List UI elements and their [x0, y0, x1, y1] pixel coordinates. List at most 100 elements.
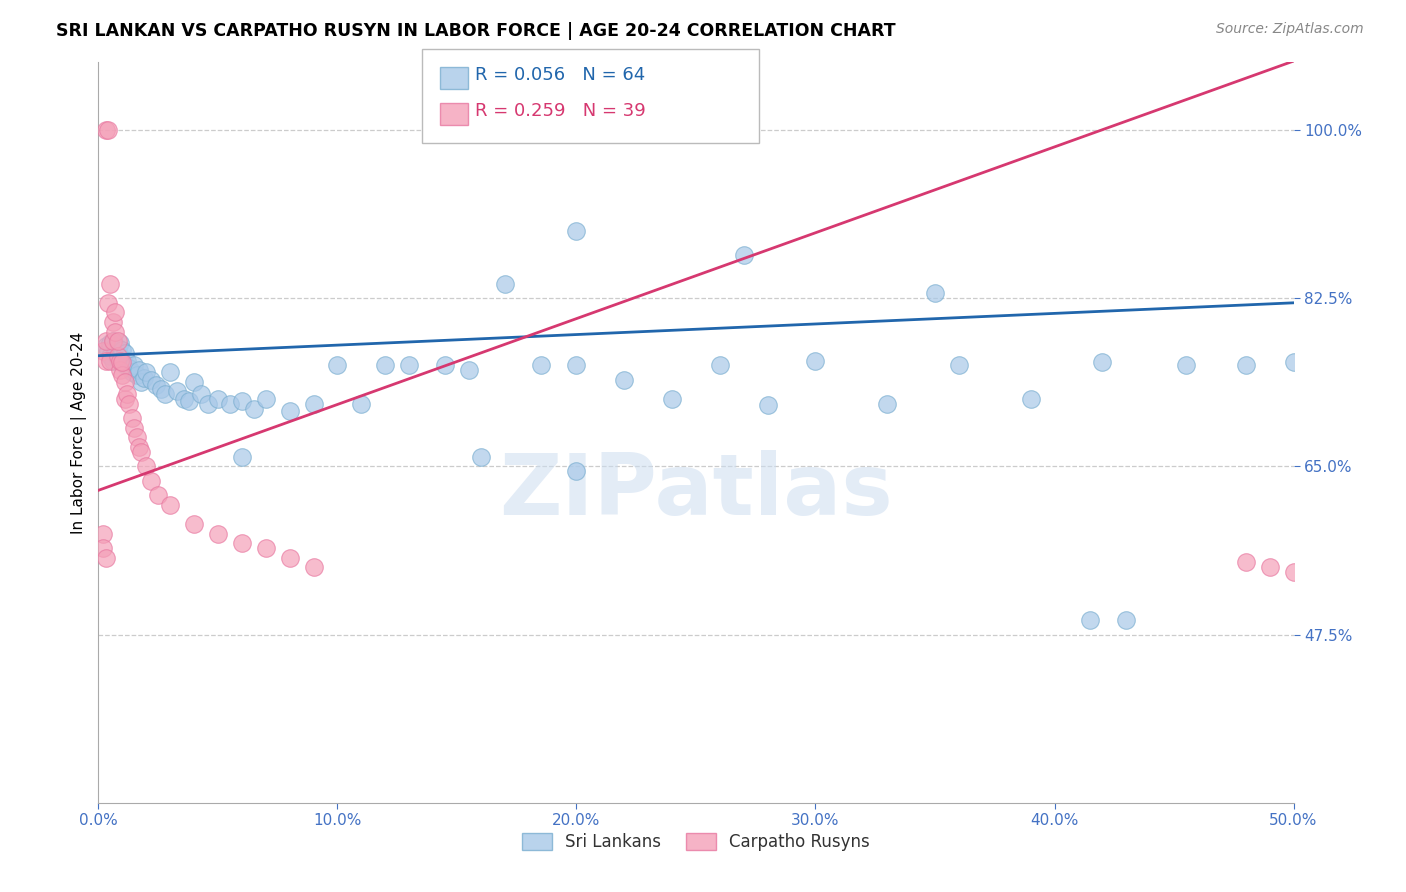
Point — [1091, 355, 1114, 369]
Point — [1234, 359, 1257, 373]
Point — [91, 343, 114, 358]
Point — [94, 122, 117, 136]
Point — [1234, 556, 1257, 570]
Point — [125, 368, 148, 382]
Point — [108, 363, 131, 377]
Point — [131, 375, 153, 389]
Point — [104, 325, 127, 339]
Point — [121, 365, 143, 379]
Point — [613, 373, 636, 387]
Point — [124, 421, 146, 435]
Point — [661, 392, 683, 406]
Point — [104, 346, 127, 360]
Point — [149, 382, 172, 396]
Point — [924, 286, 946, 301]
Point — [132, 371, 155, 385]
Point — [101, 315, 124, 329]
Point — [121, 411, 143, 425]
Point — [494, 277, 516, 291]
Point — [97, 343, 120, 358]
Point — [114, 359, 136, 373]
Point — [278, 550, 301, 565]
Point — [101, 334, 124, 349]
Point — [108, 336, 131, 351]
Point — [114, 392, 136, 406]
Point — [97, 122, 120, 136]
Point — [94, 334, 117, 349]
Point — [254, 541, 277, 555]
Point — [114, 346, 136, 360]
Point — [101, 353, 124, 368]
Point — [1115, 613, 1137, 627]
Point — [1282, 355, 1305, 369]
Point — [91, 541, 114, 555]
Text: ZIPatlas: ZIPatlas — [499, 450, 893, 533]
Point — [709, 359, 731, 373]
Point — [243, 401, 266, 416]
Legend: Sri Lankans, Carpatho Rusyns: Sri Lankans, Carpatho Rusyns — [515, 826, 877, 857]
Point — [1258, 560, 1281, 574]
Point — [128, 440, 150, 454]
Point — [98, 336, 122, 351]
Point — [876, 397, 898, 411]
Point — [91, 526, 114, 541]
Point — [302, 397, 325, 411]
Point — [948, 359, 970, 373]
Point — [107, 341, 129, 355]
Point — [107, 349, 129, 363]
Text: R = 0.056   N = 64: R = 0.056 N = 64 — [475, 66, 645, 84]
Point — [94, 550, 117, 565]
Point — [111, 355, 134, 369]
Point — [104, 339, 127, 353]
Point — [231, 536, 253, 550]
Point — [139, 373, 162, 387]
Point — [98, 353, 122, 368]
Point — [434, 359, 457, 373]
Point — [207, 526, 229, 541]
Text: SRI LANKAN VS CARPATHO RUSYN IN LABOR FORCE | AGE 20-24 CORRELATION CHART: SRI LANKAN VS CARPATHO RUSYN IN LABOR FO… — [56, 22, 896, 40]
Point — [124, 359, 146, 373]
Point — [118, 397, 141, 411]
Point — [108, 349, 131, 363]
Point — [111, 353, 134, 368]
Point — [1175, 359, 1198, 373]
Point — [98, 349, 122, 363]
Point — [97, 295, 120, 310]
Point — [804, 353, 827, 368]
Point — [148, 488, 170, 502]
Point — [458, 363, 481, 377]
Point — [231, 393, 253, 408]
Point — [398, 359, 420, 373]
Text: Source: ZipAtlas.com: Source: ZipAtlas.com — [1216, 22, 1364, 37]
Point — [326, 359, 349, 373]
Y-axis label: In Labor Force | Age 20-24: In Labor Force | Age 20-24 — [72, 332, 87, 533]
Point — [278, 403, 301, 417]
Point — [118, 361, 141, 376]
Point — [530, 359, 553, 373]
Point — [108, 353, 131, 368]
Point — [135, 365, 157, 379]
Point — [190, 387, 212, 401]
Point — [179, 393, 201, 408]
Point — [159, 365, 181, 379]
Point — [115, 353, 138, 368]
Point — [111, 368, 134, 382]
Point — [470, 450, 492, 464]
Point — [733, 248, 755, 262]
Point — [139, 474, 162, 488]
Point — [145, 377, 167, 392]
Point — [166, 384, 188, 399]
Point — [1282, 565, 1305, 579]
Point — [302, 560, 325, 574]
Point — [101, 334, 124, 349]
Point — [128, 363, 150, 377]
Point — [565, 224, 588, 238]
Point — [231, 450, 253, 464]
Point — [107, 351, 129, 366]
Point — [114, 375, 136, 389]
Point — [1019, 392, 1042, 406]
Point — [207, 392, 229, 406]
Point — [374, 359, 396, 373]
Point — [125, 430, 148, 444]
Point — [135, 459, 157, 474]
